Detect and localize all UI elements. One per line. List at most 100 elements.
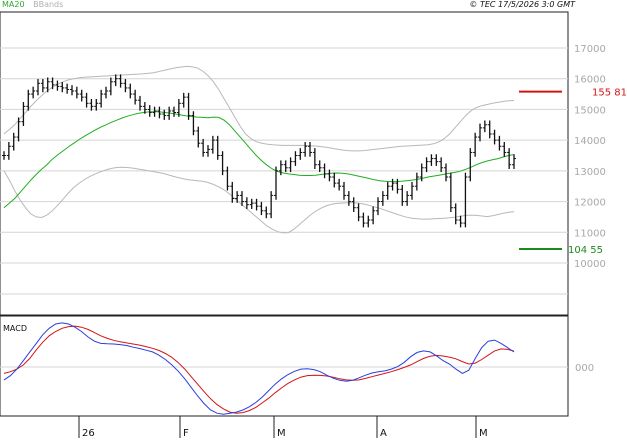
price-bar (220, 151, 225, 176)
price-bar (206, 145, 210, 157)
price-bar (152, 106, 157, 117)
price-bar (502, 141, 507, 157)
price-bar (308, 141, 312, 157)
x-tick-label: 26 (82, 428, 95, 439)
price-bar (293, 151, 298, 166)
indicator-legend: MA20 BBands (2, 0, 69, 10)
price-bar (123, 79, 128, 93)
price-bar (419, 163, 424, 182)
price-bar (453, 203, 458, 225)
price-bar (473, 132, 478, 157)
price-bar (249, 198, 254, 209)
price-bar (172, 106, 176, 117)
price-bar (356, 203, 361, 222)
price-bar (492, 129, 497, 145)
price-bar (288, 157, 293, 173)
price-bar (405, 191, 410, 206)
price-bar (317, 160, 322, 173)
price-bar (133, 89, 138, 105)
price-bar (487, 120, 492, 139)
price-bar (332, 172, 337, 188)
price-bar (390, 178, 395, 191)
price-bar (327, 169, 332, 182)
y-axis-labels: 17000 16000 15000 14000 13000 12000 11000 10000 (574, 44, 606, 270)
price-bar (361, 212, 366, 228)
macd-series-line (3, 322, 515, 415)
price-bar (439, 157, 444, 173)
price-bar (186, 92, 191, 120)
legend-ma20: MA20 (2, 0, 25, 9)
price-bar (147, 105, 152, 117)
price-bar (424, 157, 429, 173)
x-tick-label: M (277, 428, 286, 439)
price-bar (342, 181, 346, 200)
price-bar (303, 141, 308, 157)
price-bar (55, 80, 60, 91)
price-bar (482, 120, 487, 133)
x-tick-label: A (380, 428, 387, 439)
price-bar (235, 191, 240, 203)
price-bar (89, 98, 94, 111)
y-tick-label: 16000 (574, 75, 606, 86)
price-bar (434, 154, 439, 166)
price-bar (259, 201, 264, 216)
price-bar (84, 92, 89, 108)
price-bar (2, 151, 6, 160)
y-tick-label: 14000 (574, 136, 606, 147)
price-bar (264, 206, 269, 219)
price-bar (468, 148, 473, 182)
price-bar (94, 98, 99, 111)
price-levels: 155 81 104 55 (519, 88, 627, 256)
macd-panel: 000 (0, 322, 594, 415)
price-bar (269, 191, 274, 219)
price-bar (40, 79, 45, 93)
x-axis-labels: 26 F M A M (78, 416, 488, 439)
ma20-line (3, 111, 515, 209)
bollinger-upper-line (3, 65, 515, 152)
y-tick-label: 11000 (574, 228, 606, 239)
y-tick-label: 10000 (574, 259, 606, 270)
price-bar (298, 148, 303, 160)
macd-title: MACD (3, 324, 27, 333)
price-bar (99, 89, 104, 108)
price-bar (210, 135, 215, 154)
price-bar (21, 102, 26, 127)
price-bar (79, 89, 84, 102)
price-bar (497, 135, 502, 151)
price-bar (108, 77, 113, 96)
price-bar (395, 178, 400, 194)
price-bar (230, 181, 235, 203)
y-tick-label: 15000 (574, 105, 606, 116)
price-bar (448, 172, 453, 213)
grid-lines (0, 47, 568, 295)
price-bar (167, 106, 172, 120)
price-bar (507, 148, 512, 170)
price-bar (215, 135, 220, 160)
price-bar (128, 83, 133, 99)
price-bar (337, 178, 342, 191)
price-bar (36, 79, 40, 96)
price-bars (2, 74, 516, 228)
y-tick-label: 13000 (574, 167, 606, 178)
y-tick-label: 17000 (574, 44, 606, 55)
price-bar (278, 160, 283, 176)
price-bar (191, 111, 196, 136)
price-bar (70, 85, 74, 96)
price-bar (458, 215, 463, 228)
price-bar (11, 132, 16, 151)
resistance-level-label: 155 81 (592, 88, 627, 99)
price-bar (201, 138, 206, 157)
price-bar (6, 141, 11, 160)
price-bar (444, 163, 448, 182)
macd-plot-frame (0, 315, 569, 417)
legend-bbands: BBands (33, 0, 64, 9)
support-level-label: 104 55 (568, 245, 603, 256)
price-bar (176, 98, 181, 117)
price-bar (113, 74, 118, 87)
price-bar (138, 95, 142, 111)
price-bar (26, 89, 31, 111)
price-bar (380, 191, 385, 206)
price-bar (118, 74, 123, 88)
price-bar (65, 83, 70, 94)
